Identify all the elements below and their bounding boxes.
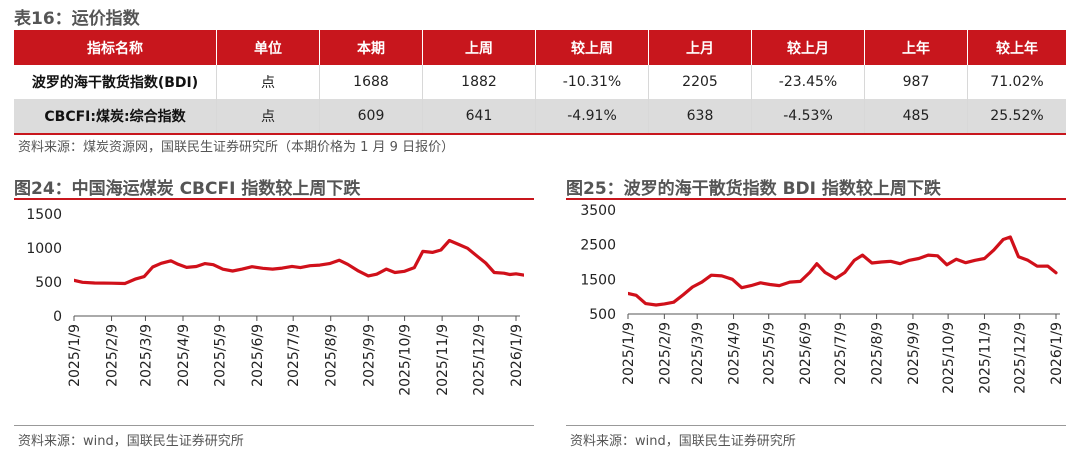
series-line [74,238,524,286]
x-tick-label: 2025/4/9 [176,324,192,387]
col-header: 上年 [864,30,968,65]
cell: 1688 [319,65,423,99]
x-tick-label: 2025/3/9 [690,322,706,385]
y-tick-label: 2500 [580,238,616,254]
series-line [628,235,1058,307]
cell: 485 [864,99,968,135]
x-tick-label: 2025/9/9 [361,324,377,387]
x-tick-label: 2025/12/9 [471,324,487,396]
x-tick-label: 2025/1/9 [621,322,637,385]
y-tick-label: 1500 [580,272,616,288]
cell: -4.91% [535,99,649,135]
x-tick-label: 2025/12/9 [1013,322,1029,394]
chart24-title-rule [14,198,534,200]
x-tick-label: 2025/10/9 [398,324,414,396]
cell: 987 [864,65,968,99]
cell: 点 [216,99,320,135]
cell: CBCFI:煤炭:综合指数 [14,99,217,135]
y-tick-label: 1000 [26,241,62,257]
x-tick-label: 2025/5/9 [762,322,778,385]
table-header-row: 指标名称 单位 本期 上周 较上周 上月 较上月 上年 较上年 [14,30,1066,65]
cell: 25.52% [967,99,1066,135]
cell: -10.31% [535,65,649,99]
table-source-note: 资料来源：煤炭资源网，国联民生证券研究所（本期价格为 1 月 9 日报价） [18,140,455,155]
col-header: 指标名称 [14,30,217,65]
table-title: 表16：运价指数 [14,9,140,29]
cell: 638 [648,99,752,135]
chart25-bdi-line-chart: 500 1500 2500 3500 2025/1/9 2025/2/9 2025/3/9 2… [580,203,1065,394]
chart25-source-note: 资料来源：wind，国联民生证券研究所 [570,434,796,449]
col-header: 较上月 [751,30,865,65]
cell: 641 [422,99,536,135]
y-tick-label: 0 [53,309,62,325]
x-tick-label: 2025/8/9 [870,322,886,385]
x-tick-label: 2026/1/9 [509,324,525,387]
col-header: 本期 [319,30,423,65]
chart24-source-note: 资料来源：wind，国联民生证券研究所 [18,434,244,449]
y-tick-label: 500 [589,307,616,323]
chart24-bottom-rule [14,425,534,426]
chart25-bottom-rule [566,425,1066,426]
x-tick-label: 2025/8/9 [324,324,340,387]
col-header: 上月 [648,30,752,65]
chart24-title: 图24：中国海运煤炭 CBCFI 指数较上周下跌 [14,179,361,199]
chart25-title: 图25：波罗的海干散货指数 BDI 指数较上周下跌 [566,179,941,199]
y-tick-label: 500 [35,275,62,291]
x-tick-label: 2025/7/9 [833,322,849,385]
table-row: 波罗的海干散货指数(BDI) 点 1688 1882 -10.31% 2205 … [14,65,1066,99]
x-tick-label: 2026/1/9 [1049,322,1065,385]
cell: 2205 [648,65,752,99]
cell: 波罗的海干散货指数(BDI) [14,65,217,99]
col-header: 较上周 [535,30,649,65]
cell: -4.53% [751,99,865,135]
x-tick-label: 2025/1/9 [67,324,83,387]
chart25-title-rule [566,198,1066,200]
chart24-cbcfi-line-chart: 0 500 1000 1500 2025/1/9 2025/2/9 2025/3/9 2025… [26,207,525,396]
col-header: 单位 [216,30,320,65]
x-tick-label: 2025/4/9 [727,322,743,385]
x-tick-label: 2025/3/9 [138,324,154,387]
table-row: CBCFI:煤炭:综合指数 点 609 641 -4.91% 638 -4.53… [14,99,1066,135]
y-tick-label: 3500 [580,203,616,219]
x-tick-label: 2025/9/9 [906,322,922,385]
cell: 71.02% [990,74,1044,90]
freight-index-table: 指标名称 单位 本期 上周 较上周 上月 较上月 上年 较上年 波罗的海干散货指… [14,30,1066,135]
col-header: 上周 [422,30,536,65]
x-tick-label: 2025/11/9 [977,322,993,394]
x-tick-label: 2025/11/9 [435,324,451,396]
x-tick-label: 2025/2/9 [105,324,121,387]
cell: 1882 [422,65,536,99]
cell: 点 [216,65,320,99]
cell: -23.45% [751,65,865,99]
x-tick-label: 2025/2/9 [657,322,673,385]
x-tick-label: 2025/5/9 [212,324,228,387]
y-tick-label: 1500 [26,207,62,223]
col-header: 较上年 [996,40,1038,57]
x-tick-label: 2025/6/9 [250,324,266,387]
x-tick-label: 2025/7/9 [286,324,302,387]
x-tick-label: 2025/6/9 [798,322,814,385]
x-tick-label: 2025/10/9 [941,322,957,394]
cell: 609 [319,99,423,135]
